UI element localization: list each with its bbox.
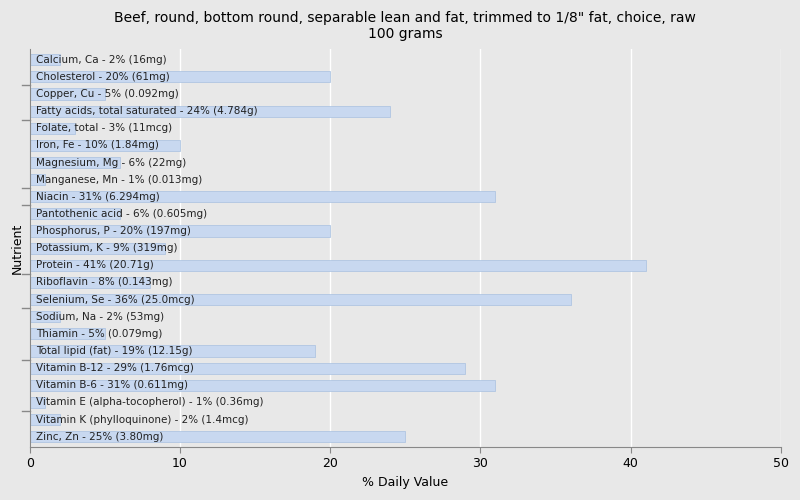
Text: Cholesterol - 20% (61mg): Cholesterol - 20% (61mg) — [36, 72, 170, 82]
Text: Folate, total - 3% (11mcg): Folate, total - 3% (11mcg) — [36, 123, 172, 133]
Text: Copper, Cu - 5% (0.092mg): Copper, Cu - 5% (0.092mg) — [36, 89, 178, 99]
Bar — [30, 414, 60, 425]
Bar — [30, 191, 495, 202]
Bar — [30, 346, 315, 356]
Bar — [30, 397, 45, 408]
Text: Potassium, K - 9% (319mg): Potassium, K - 9% (319mg) — [36, 243, 177, 253]
Text: Total lipid (fat) - 19% (12.15g): Total lipid (fat) - 19% (12.15g) — [36, 346, 192, 356]
Bar — [30, 277, 150, 288]
Text: Fatty acids, total saturated - 24% (4.784g): Fatty acids, total saturated - 24% (4.78… — [36, 106, 258, 116]
Text: Vitamin K (phylloquinone) - 2% (1.4mcg): Vitamin K (phylloquinone) - 2% (1.4mcg) — [36, 414, 248, 424]
Bar — [30, 380, 495, 391]
Text: Niacin - 31% (6.294mg): Niacin - 31% (6.294mg) — [36, 192, 159, 202]
Bar — [30, 226, 330, 236]
Text: Vitamin E (alpha-tocopherol) - 1% (0.36mg): Vitamin E (alpha-tocopherol) - 1% (0.36m… — [36, 398, 263, 407]
Text: Calcium, Ca - 2% (16mg): Calcium, Ca - 2% (16mg) — [36, 54, 166, 64]
Text: Iron, Fe - 10% (1.84mg): Iron, Fe - 10% (1.84mg) — [36, 140, 158, 150]
Bar — [30, 174, 45, 185]
Text: Zinc, Zn - 25% (3.80mg): Zinc, Zn - 25% (3.80mg) — [36, 432, 163, 442]
Text: Selenium, Se - 36% (25.0mcg): Selenium, Se - 36% (25.0mcg) — [36, 294, 194, 304]
Text: Vitamin B-6 - 31% (0.611mg): Vitamin B-6 - 31% (0.611mg) — [36, 380, 188, 390]
Bar — [30, 72, 330, 83]
Text: Vitamin B-12 - 29% (1.76mcg): Vitamin B-12 - 29% (1.76mcg) — [36, 363, 194, 373]
Bar — [30, 431, 406, 442]
Bar — [30, 328, 105, 340]
Bar — [30, 362, 466, 374]
Bar — [30, 157, 120, 168]
Bar — [30, 88, 105, 100]
Text: Phosphorus, P - 20% (197mg): Phosphorus, P - 20% (197mg) — [36, 226, 190, 236]
Text: Manganese, Mn - 1% (0.013mg): Manganese, Mn - 1% (0.013mg) — [36, 174, 202, 184]
Bar — [30, 242, 165, 254]
Text: Magnesium, Mg - 6% (22mg): Magnesium, Mg - 6% (22mg) — [36, 158, 186, 168]
Bar — [30, 294, 570, 305]
Bar — [30, 54, 60, 66]
Text: Sodium, Na - 2% (53mg): Sodium, Na - 2% (53mg) — [36, 312, 164, 322]
Bar — [30, 106, 390, 117]
Title: Beef, round, bottom round, separable lean and fat, trimmed to 1/8" fat, choice, : Beef, round, bottom round, separable lea… — [114, 11, 696, 42]
Text: Riboflavin - 8% (0.143mg): Riboflavin - 8% (0.143mg) — [36, 278, 172, 287]
Text: Protein - 41% (20.71g): Protein - 41% (20.71g) — [36, 260, 154, 270]
Text: Thiamin - 5% (0.079mg): Thiamin - 5% (0.079mg) — [36, 329, 162, 339]
Bar — [30, 140, 180, 151]
Bar — [30, 311, 60, 322]
Bar — [30, 122, 74, 134]
Bar — [30, 208, 120, 220]
Bar — [30, 260, 646, 271]
Y-axis label: Nutrient: Nutrient — [11, 222, 24, 274]
X-axis label: % Daily Value: % Daily Value — [362, 476, 448, 489]
Text: Pantothenic acid - 6% (0.605mg): Pantothenic acid - 6% (0.605mg) — [36, 209, 207, 219]
